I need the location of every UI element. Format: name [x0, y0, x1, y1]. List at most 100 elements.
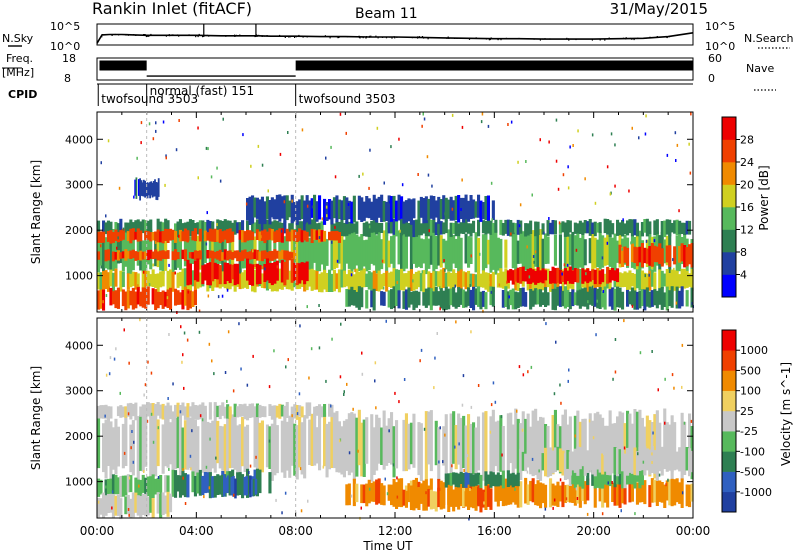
heatmap-cell	[350, 271, 354, 291]
heatmap-cell	[201, 232, 205, 268]
heatmap-speckle	[100, 161, 102, 165]
heatmap-cell	[427, 287, 431, 306]
heatmap-cell	[603, 286, 607, 310]
heatmap-cell	[253, 222, 257, 234]
heatmap-cell	[278, 268, 282, 290]
heatmap-cell	[188, 406, 192, 417]
heatmap-speckle	[150, 371, 153, 375]
heatmap-cell	[690, 450, 694, 473]
heatmap-cell	[630, 469, 634, 485]
heatmap-cell	[233, 250, 237, 259]
heatmap-cell	[489, 471, 493, 488]
noise-search-point	[500, 39, 502, 41]
heatmap-cell	[442, 267, 446, 288]
heatmap-cell	[114, 495, 118, 516]
heatmap-cell	[673, 479, 677, 506]
noise-search-point	[266, 35, 268, 37]
heatmap-cell	[643, 446, 647, 476]
heatmap-cell	[514, 481, 518, 505]
heatmap-cell	[596, 447, 600, 470]
noise-search-point	[144, 34, 146, 36]
heatmap-cell	[377, 417, 381, 464]
heatmap-cell	[424, 488, 428, 511]
heatmap-cell	[149, 229, 153, 270]
heatmap-cell	[131, 287, 135, 310]
heatmap-cell	[102, 229, 106, 272]
heatmap-cell	[534, 288, 538, 305]
heatmap-cell	[181, 223, 185, 235]
heatmap-speckle	[224, 371, 227, 374]
heatmap-speckle	[690, 112, 692, 116]
heatmap-speckle	[115, 347, 117, 351]
heatmap-cell	[238, 404, 242, 417]
heatmap-cell	[156, 477, 160, 493]
heatmap-speckle	[688, 142, 690, 146]
heatmap-cell	[432, 196, 436, 220]
heatmap-cell	[236, 472, 240, 496]
heatmap-cell	[362, 240, 366, 267]
heatmap-cell	[121, 289, 125, 307]
heatmap-speckle	[238, 322, 240, 326]
heatmap-speckle	[260, 211, 262, 215]
heatmap-cell	[377, 196, 381, 218]
heatmap-cell	[345, 221, 349, 236]
velocity-colorbar-label: Velocity [m s^-1]	[779, 362, 793, 466]
heatmap-cell	[685, 484, 689, 507]
heatmap-cell	[293, 423, 297, 476]
heatmap-cell	[491, 409, 495, 473]
heatmap-cell	[392, 195, 396, 219]
heatmap-cell	[139, 495, 143, 518]
heatmap-cell	[176, 231, 180, 268]
heatmap-cell	[352, 478, 356, 507]
heatmap-cell	[479, 474, 483, 489]
heatmap-cell	[516, 240, 520, 264]
heatmap-speckle	[362, 172, 364, 176]
y-tick-label: 2000	[65, 430, 93, 443]
heatmap-cell	[573, 222, 577, 234]
heatmap-cell	[147, 183, 150, 196]
heatmap-cell	[658, 243, 662, 264]
heatmap-cell	[375, 479, 379, 505]
heatmap-cell	[422, 239, 426, 264]
heatmap-cell	[114, 229, 118, 241]
heatmap-cell	[263, 229, 267, 244]
heatmap-cell	[134, 477, 138, 496]
heatmap-cell	[300, 262, 304, 281]
heatmap-cell	[593, 446, 597, 477]
heatmap-cell	[377, 478, 381, 504]
heatmap-cell	[494, 219, 498, 233]
heatmap-cell	[626, 289, 630, 307]
noise-search-point	[502, 38, 504, 40]
heatmap-cell	[370, 201, 374, 220]
heatmap-cell	[372, 427, 376, 475]
heatmap-speckle	[273, 349, 275, 353]
heatmap-speckle	[330, 145, 332, 149]
heatmap-speckle	[249, 464, 252, 468]
heatmap-cell	[104, 270, 108, 289]
heatmap-cell	[226, 229, 230, 244]
heatmap-cell	[216, 420, 220, 464]
heatmap-cell	[275, 260, 279, 281]
heatmap-cell	[573, 482, 577, 506]
noise-search-point	[468, 38, 471, 40]
heatmap-cell	[551, 483, 555, 506]
heatmap-cell	[129, 219, 133, 235]
heatmap-cell	[387, 195, 391, 223]
freq-bar	[295, 60, 693, 71]
heatmap-cell	[145, 183, 148, 197]
heatmap-cell	[129, 273, 133, 288]
heatmap-speckle	[490, 181, 493, 185]
heatmap-cell	[658, 269, 662, 289]
heatmap-cell	[424, 235, 428, 275]
heatmap-cell	[601, 417, 605, 478]
colorbar-frame	[721, 329, 737, 513]
heatmap-cell	[422, 270, 426, 292]
heatmap-speckle	[461, 178, 463, 182]
heatmap-speckle	[489, 430, 492, 434]
heatmap-cell	[419, 483, 423, 504]
heatmap-cell	[97, 497, 101, 518]
heatmap-cell	[534, 484, 538, 506]
heatmap-cell	[504, 268, 508, 291]
heatmap-speckle	[577, 129, 579, 133]
